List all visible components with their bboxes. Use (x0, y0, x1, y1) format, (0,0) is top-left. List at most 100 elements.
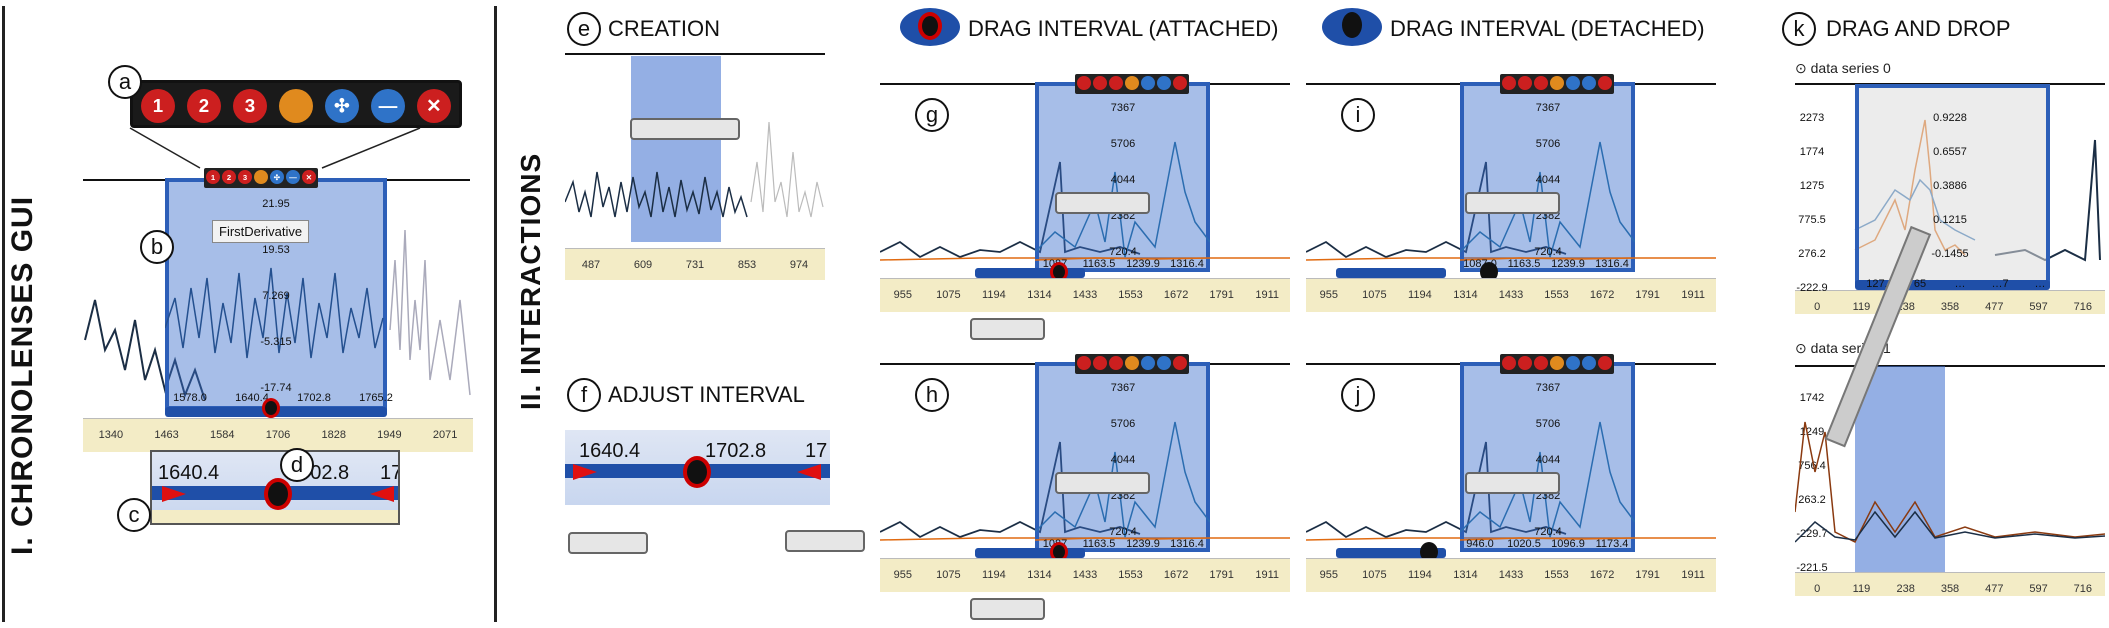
toolbar-button-4[interactable] (1141, 356, 1155, 370)
drag-lens-signal-i (1460, 141, 1635, 261)
toolbar-button-2[interactable] (1534, 76, 1548, 90)
toolbar-button-0[interactable] (1077, 356, 1091, 370)
drag-lens-value: 7367 (1535, 382, 1561, 394)
toolbar-button-1[interactable] (1093, 76, 1107, 90)
toolbar-button-0[interactable]: 1 (141, 89, 175, 123)
axis-tick: 477 (1985, 301, 2004, 313)
toolbar-button-5[interactable] (1157, 356, 1171, 370)
toolbar-button-6[interactable]: ✕ (417, 89, 451, 123)
axis-tick: 1553 (1544, 289, 1569, 301)
toolbar-button-5[interactable] (1582, 356, 1596, 370)
toolbar-button-5[interactable] (1582, 76, 1596, 90)
axis-tick: 609 (633, 259, 653, 271)
drag-lens-value: 720.4 (1109, 246, 1137, 258)
axis-tick: 1314 (1453, 289, 1478, 301)
drag-interval-tick: 1239.9 (1126, 538, 1160, 550)
drag-interval-bar-h[interactable] (975, 548, 1085, 558)
toolbar-button-0[interactable] (1077, 76, 1091, 90)
toolbar-button-0[interactable] (1502, 76, 1516, 90)
axis-tick: 1672 (1163, 569, 1189, 581)
toolbar-button-6[interactable] (1173, 356, 1187, 370)
series0-interval-tick: … (2034, 278, 2046, 290)
axis-tick: 119 (1852, 301, 1871, 313)
toolbar-button-3[interactable] (254, 170, 268, 184)
label-i: i (1341, 98, 1375, 132)
series0-interval-tick: … (1954, 278, 1966, 290)
toolbar-button-4[interactable] (1566, 76, 1580, 90)
adjust-zoom-box: 1640.4 1702.8 17 (565, 430, 830, 505)
axis-tick: 1791 (1209, 569, 1234, 581)
axis-tick: 1194 (1408, 289, 1432, 301)
axis-tick: 1791 (1209, 289, 1234, 301)
drag-interval-bar-g[interactable] (975, 268, 1085, 278)
toolbar-button-4[interactable]: ✣ (325, 89, 359, 123)
drag-lens-value: 5706 (1535, 138, 1561, 150)
drag-lens-value: 720.4 (1534, 246, 1562, 258)
toolbar-button-2[interactable]: 3 (233, 89, 267, 123)
toolbar-button-4[interactable]: ✣ (270, 170, 284, 184)
axis-tick: 1584 (210, 429, 235, 441)
axis-tick: 1791 (1635, 289, 1660, 301)
toolbar-button-1[interactable] (1093, 356, 1107, 370)
adjust-lock-icon[interactable] (683, 456, 711, 488)
drag-arrow-lens-h (1055, 472, 1150, 494)
gui-interval-tick: 1702.8 (297, 392, 331, 404)
zoom-lock-icon[interactable] (264, 478, 292, 510)
axis-tick: 1463 (154, 429, 179, 441)
toolbar-button-3[interactable] (1125, 356, 1139, 370)
gui-lock-icon[interactable] (262, 398, 280, 418)
toolbar-button-3[interactable] (279, 89, 313, 123)
toolbar-button-2[interactable] (1109, 76, 1123, 90)
axis-tick: 1911 (1681, 289, 1706, 301)
drag-interval-bar-j[interactable] (1336, 548, 1446, 558)
toolbar-button-2[interactable] (1534, 356, 1548, 370)
toolbar-button-1[interactable] (1518, 356, 1532, 370)
toolbar-button-6[interactable]: ✕ (302, 170, 316, 184)
drag-arrow-h (970, 598, 1045, 620)
axis-tick: 487 (581, 259, 601, 271)
label-j: j (1341, 378, 1375, 412)
series0-interval-bar[interactable] (1855, 280, 2050, 290)
toolbar-button-4[interactable] (1566, 356, 1580, 370)
axis-tick: 1433 (1498, 289, 1524, 301)
toolbar-button-6[interactable] (1598, 76, 1612, 90)
adjust-value-2: 1702.8 (705, 440, 767, 462)
label-c: c (117, 498, 151, 532)
axis-tick: 238 (1896, 583, 1915, 595)
drag-lens-signal-h (1035, 421, 1210, 541)
toolbar-button-0[interactable] (1502, 356, 1516, 370)
gui-lens[interactable] (165, 178, 387, 410)
gui-lens-value: -5.315 (260, 336, 292, 348)
series0-lens[interactable] (1855, 84, 2050, 284)
toolbar-button-0[interactable]: 1 (206, 170, 220, 184)
axis-tick: 1706 (265, 429, 291, 441)
axis-tick: 974 (789, 259, 809, 271)
drag-lens-value: 7367 (1110, 102, 1136, 114)
toolbar-button-5[interactable]: — (286, 170, 300, 184)
series0-header[interactable]: ⊙ data series 0 (1795, 60, 1891, 76)
toolbar-button-5[interactable] (1157, 76, 1171, 90)
drag-interval-bar-i[interactable] (1336, 268, 1446, 278)
toolbar-button-2[interactable] (1109, 356, 1123, 370)
toolbar-button-6[interactable] (1173, 76, 1187, 90)
toolbar-button-6[interactable] (1598, 356, 1612, 370)
adjust-value-3: 17 (805, 440, 828, 462)
toolbar-button-1[interactable]: 2 (222, 170, 236, 184)
series0-lens-value: 0.1215 (1933, 214, 1967, 226)
toolbar-button-2[interactable]: 3 (238, 170, 252, 184)
axis-tick: 1672 (1163, 289, 1189, 301)
axis-tick: 1949 (377, 429, 402, 441)
toolbar-button-5[interactable]: — (371, 89, 405, 123)
toolbar-button-1[interactable] (1518, 76, 1532, 90)
series0-label: data series 0 (1810, 60, 1891, 76)
tooltip: FirstDerivative (212, 220, 310, 243)
series0-lens-value: 0.3886 (1933, 180, 1967, 192)
toolbar-button-1[interactable]: 2 (187, 89, 221, 123)
axis-tick: 955 (1319, 569, 1338, 581)
drag-axis-h: 955 1075 1194 1314 1433 1553 1672 1791 1911 (880, 558, 1290, 592)
toolbar-button-3[interactable] (1550, 76, 1564, 90)
drag-toolbar-g (1075, 74, 1189, 94)
toolbar-button-4[interactable] (1141, 76, 1155, 90)
toolbar-button-3[interactable] (1550, 356, 1564, 370)
toolbar-button-3[interactable] (1125, 76, 1139, 90)
